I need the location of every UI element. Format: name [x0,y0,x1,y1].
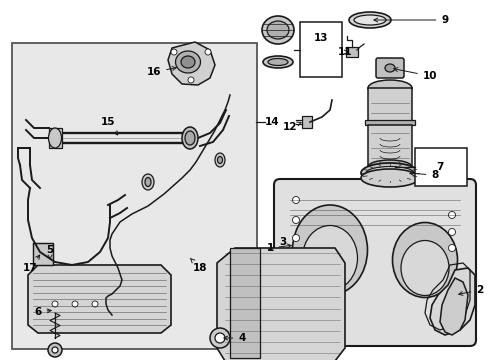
Text: 14: 14 [264,117,279,127]
Ellipse shape [367,80,411,96]
Ellipse shape [384,64,394,72]
Circle shape [209,328,229,348]
Bar [367,125,411,167]
Polygon shape [28,265,171,333]
Bar [33,243,53,265]
Circle shape [48,343,62,357]
Ellipse shape [175,51,200,73]
Text: 2: 2 [458,285,483,296]
Ellipse shape [392,222,457,297]
Text: 16: 16 [146,67,176,77]
Circle shape [292,216,299,224]
Ellipse shape [360,163,418,183]
Ellipse shape [263,56,292,68]
Bar [302,116,311,128]
Text: 6: 6 [34,307,51,317]
Ellipse shape [302,225,357,291]
Text: 18: 18 [190,258,207,273]
Text: 10: 10 [393,68,436,81]
Text: 4: 4 [224,333,245,343]
Circle shape [292,234,299,242]
Bar [49,128,62,148]
FancyBboxPatch shape [375,58,403,78]
Ellipse shape [145,177,151,186]
Ellipse shape [184,131,195,145]
Text: 5: 5 [46,245,54,259]
Ellipse shape [400,240,448,296]
Ellipse shape [182,127,198,149]
Bar [414,148,466,186]
Circle shape [447,212,454,219]
Ellipse shape [367,160,411,174]
Ellipse shape [262,16,293,44]
Text: 12: 12 [282,122,301,132]
Circle shape [447,244,454,252]
Circle shape [187,77,194,83]
Text: 9: 9 [373,15,447,25]
Bar [12,43,256,349]
Bar [229,248,260,358]
Text: 1: 1 [266,243,290,253]
Ellipse shape [267,58,287,66]
Circle shape [292,197,299,203]
Ellipse shape [292,205,367,295]
Ellipse shape [266,21,288,39]
Circle shape [292,252,299,260]
Ellipse shape [348,12,390,28]
Polygon shape [439,278,467,335]
Bar [364,120,414,125]
Text: 15: 15 [101,117,118,135]
Circle shape [447,229,454,235]
Text: 13: 13 [313,33,327,43]
Bar [346,47,357,57]
Ellipse shape [353,15,385,25]
Ellipse shape [181,56,195,68]
Text: 3: 3 [268,237,286,250]
FancyBboxPatch shape [273,179,475,346]
Circle shape [52,301,58,307]
Ellipse shape [48,128,61,148]
Polygon shape [429,268,474,335]
Ellipse shape [360,169,418,187]
Circle shape [92,301,98,307]
Circle shape [204,49,210,55]
Polygon shape [217,248,345,360]
Bar [367,88,411,123]
Circle shape [171,49,177,55]
Text: 7: 7 [435,162,443,172]
Text: 17: 17 [22,255,40,273]
Circle shape [52,347,58,353]
Ellipse shape [142,174,154,190]
Ellipse shape [215,153,224,167]
Circle shape [215,333,224,343]
Bar [299,22,341,77]
Ellipse shape [365,166,413,180]
Circle shape [72,301,78,307]
Polygon shape [168,42,215,85]
Text: 8: 8 [409,170,438,180]
Ellipse shape [217,157,222,163]
Text: 11: 11 [337,47,351,57]
